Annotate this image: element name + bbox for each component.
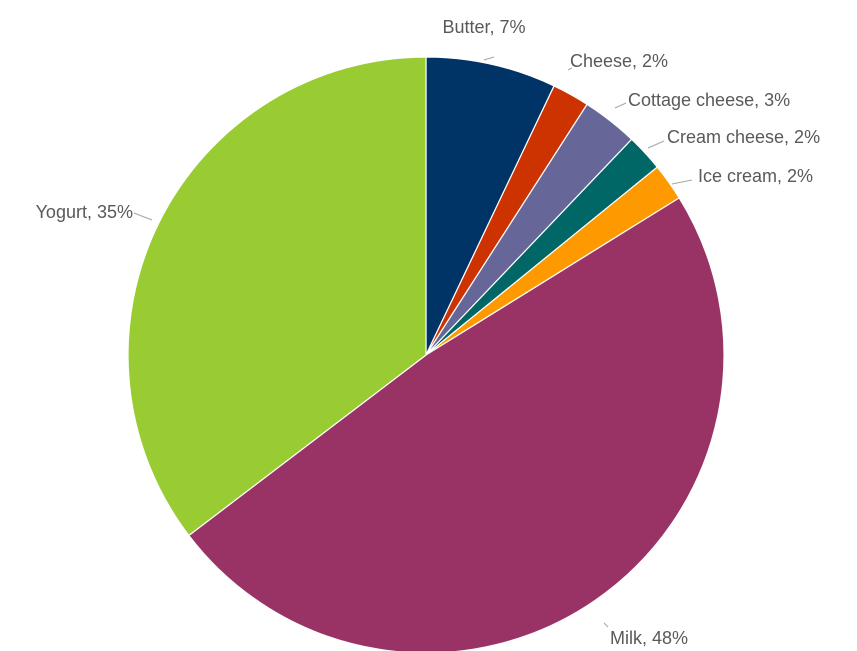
data-labels-layer: Butter, 7% Cheese, 2% Cottage cheese, 3% Cr… bbox=[36, 17, 821, 648]
data-label-ice-cream: Ice cream, 2% bbox=[698, 166, 813, 186]
pie-slice-yogurt bbox=[127, 56, 427, 537]
leader-line-ice-cream bbox=[671, 179, 693, 185]
data-label-cream-cheese: Cream cheese, 2% bbox=[667, 127, 820, 147]
pie-slice-milk bbox=[188, 197, 725, 651]
data-label-milk: Milk, 48% bbox=[610, 628, 688, 648]
data-label-butter: Butter, 7% bbox=[442, 17, 525, 37]
data-label-yogurt: Yogurt, 35% bbox=[36, 202, 133, 222]
data-label-cheese: Cheese, 2% bbox=[570, 51, 668, 71]
leader-line-milk bbox=[603, 622, 609, 628]
leader-line-cheese bbox=[567, 67, 573, 71]
data-label-cottage-cheese: Cottage cheese, 3% bbox=[628, 90, 790, 110]
leader-line-yogurt bbox=[133, 212, 153, 221]
pie-slice-butter bbox=[425, 56, 555, 356]
leader-lines-layer bbox=[133, 56, 693, 628]
leader-line-butter bbox=[483, 56, 495, 61]
leader-line-cottage-cheese bbox=[614, 102, 627, 109]
leader-line-cream-cheese bbox=[647, 140, 665, 149]
slices-layer bbox=[127, 56, 725, 651]
